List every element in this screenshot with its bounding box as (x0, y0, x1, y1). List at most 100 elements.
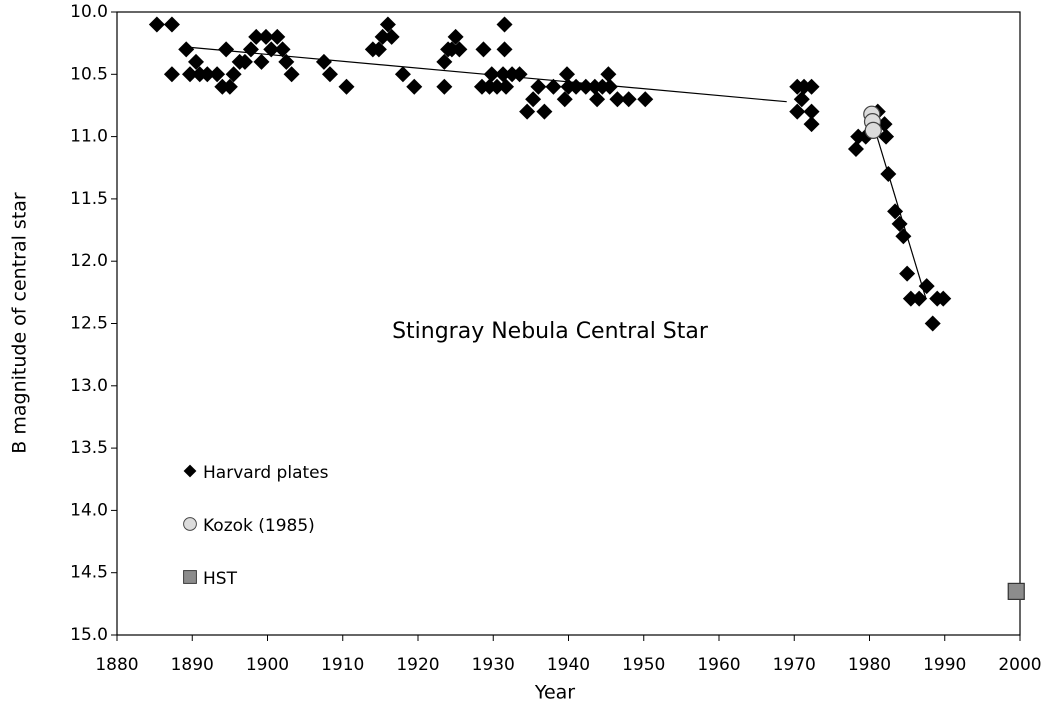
data-point (880, 165, 897, 182)
data-point (918, 278, 935, 295)
data-point (577, 78, 594, 95)
data-point (209, 66, 226, 83)
data-point (242, 41, 259, 58)
data-point (609, 91, 626, 108)
data-point (278, 53, 295, 70)
data-point (589, 91, 606, 108)
data-point (496, 41, 513, 58)
x-tick-label: 1920 (396, 655, 439, 675)
data-point (447, 28, 464, 45)
y-tick-label: 10.0 (70, 2, 108, 22)
x-tick-label: 1930 (472, 655, 515, 675)
data-point (188, 53, 205, 70)
data-point (451, 41, 468, 58)
data-point (248, 28, 265, 45)
data-point (924, 315, 941, 332)
y-tick-label: 14.5 (70, 563, 108, 583)
legend-marker (183, 517, 197, 531)
x-tick-label: 1970 (773, 655, 816, 675)
data-point (803, 116, 820, 133)
data-point (269, 28, 286, 45)
y-tick-label: 11.5 (70, 189, 108, 209)
data-point (394, 66, 411, 83)
data-point (178, 41, 195, 58)
data-point (895, 228, 912, 245)
data-point (253, 53, 270, 70)
data-point (878, 128, 895, 145)
data-point (556, 91, 573, 108)
data-point (148, 16, 165, 33)
x-axis-label: Year (534, 682, 575, 704)
y-tick-label: 12.5 (70, 314, 108, 334)
x-tick-label: 2000 (998, 655, 1041, 675)
data-point (321, 66, 338, 83)
data-point (257, 28, 274, 45)
data-point (803, 103, 820, 120)
x-tick-label: 1900 (246, 655, 289, 675)
data-point (436, 53, 453, 70)
data-point (379, 16, 396, 33)
y-tick-label: 11.0 (70, 127, 108, 147)
data-point (864, 121, 882, 139)
x-tick-label: 1950 (622, 655, 665, 675)
data-point (887, 203, 904, 220)
legend-marker (183, 464, 197, 478)
y-tick-label: 13.0 (70, 376, 108, 396)
data-point (1007, 582, 1025, 600)
data-point (530, 78, 547, 95)
data-point (221, 78, 238, 95)
data-point (902, 290, 919, 307)
data-point (496, 16, 513, 33)
x-tick-label: 1910 (321, 655, 364, 675)
data-point (406, 78, 423, 95)
data-point (263, 41, 280, 58)
y-tick-label: 12.0 (70, 251, 108, 271)
x-tick-label: 1880 (95, 655, 138, 675)
y-tick-label: 13.5 (70, 438, 108, 458)
data-point (536, 103, 553, 120)
legend-label: HST (203, 569, 238, 589)
data-point (899, 265, 916, 282)
data-point (489, 78, 506, 95)
data-point (620, 91, 637, 108)
x-tick-label: 1980 (848, 655, 891, 675)
data-point (495, 66, 512, 83)
data-point (436, 78, 453, 95)
data-point (601, 78, 618, 95)
data-point (218, 41, 235, 58)
data-point (911, 290, 928, 307)
legend-label: Harvard plates (203, 463, 329, 483)
y-tick-label: 14.0 (70, 500, 108, 520)
y-tick-label: 15.0 (70, 625, 108, 645)
data-point (525, 91, 542, 108)
data-point (274, 41, 291, 58)
data-point (236, 53, 253, 70)
data-point (545, 78, 562, 95)
data-point (847, 141, 864, 158)
x-tick-label: 1990 (923, 655, 966, 675)
data-point (475, 41, 492, 58)
data-point (374, 28, 391, 45)
data-point (225, 66, 242, 83)
data-point (568, 78, 585, 95)
data-point (315, 53, 332, 70)
data-point (891, 215, 908, 232)
data-point (181, 66, 198, 83)
data-point (370, 41, 387, 58)
y-tick-label: 10.5 (70, 64, 108, 84)
data-point (637, 91, 654, 108)
data-point (483, 66, 500, 83)
legend-marker (183, 570, 197, 584)
data-point (789, 103, 806, 120)
legend-label: Kozok (1985) (203, 516, 315, 536)
data-point (383, 28, 400, 45)
x-tick-label: 1890 (171, 655, 214, 675)
data-point (519, 103, 536, 120)
data-point (338, 78, 355, 95)
data-point (283, 66, 300, 83)
data-point (600, 66, 617, 83)
data-point (163, 16, 180, 33)
data-point (498, 78, 515, 95)
annotation: Stingray Nebula Central Star (392, 319, 709, 344)
x-tick-label: 1960 (697, 655, 740, 675)
